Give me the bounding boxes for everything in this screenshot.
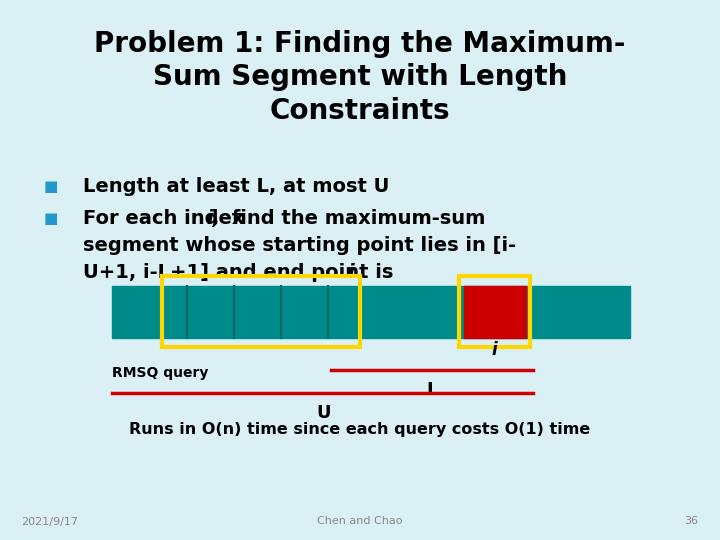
Text: RMSQ query: RMSQ query bbox=[112, 366, 208, 380]
Bar bbox=[112, 286, 630, 338]
Bar bbox=[464, 286, 526, 338]
Text: i: i bbox=[492, 341, 498, 359]
Text: L: L bbox=[426, 381, 438, 399]
Text: Problem 1: Finding the Maximum-
Sum Segment with Length
Constraints: Problem 1: Finding the Maximum- Sum Segm… bbox=[94, 30, 626, 125]
Text: U: U bbox=[317, 404, 331, 422]
Text: Length at least L, at most U: Length at least L, at most U bbox=[83, 177, 390, 196]
Text: For each index: For each index bbox=[83, 209, 251, 228]
Text: ■: ■ bbox=[43, 179, 58, 194]
Text: 36: 36 bbox=[685, 516, 698, 526]
Bar bbox=[459, 276, 530, 347]
Text: Runs in O(n) time since each query costs O(1) time: Runs in O(n) time since each query costs… bbox=[130, 422, 590, 437]
Text: Chen and Chao: Chen and Chao bbox=[318, 516, 402, 526]
Text: find the maximum-sum: find the maximum-sum bbox=[225, 209, 485, 228]
Text: segment whose starting point lies in [i-: segment whose starting point lies in [i- bbox=[83, 236, 516, 255]
Text: 2021/9/17: 2021/9/17 bbox=[22, 516, 78, 526]
Text: i: i bbox=[347, 263, 354, 282]
Bar bbox=[162, 276, 360, 347]
Text: ■: ■ bbox=[43, 211, 58, 226]
Text: U+1, i-L+1] and end point is: U+1, i-L+1] and end point is bbox=[83, 263, 400, 282]
Text: i,: i, bbox=[207, 209, 220, 228]
